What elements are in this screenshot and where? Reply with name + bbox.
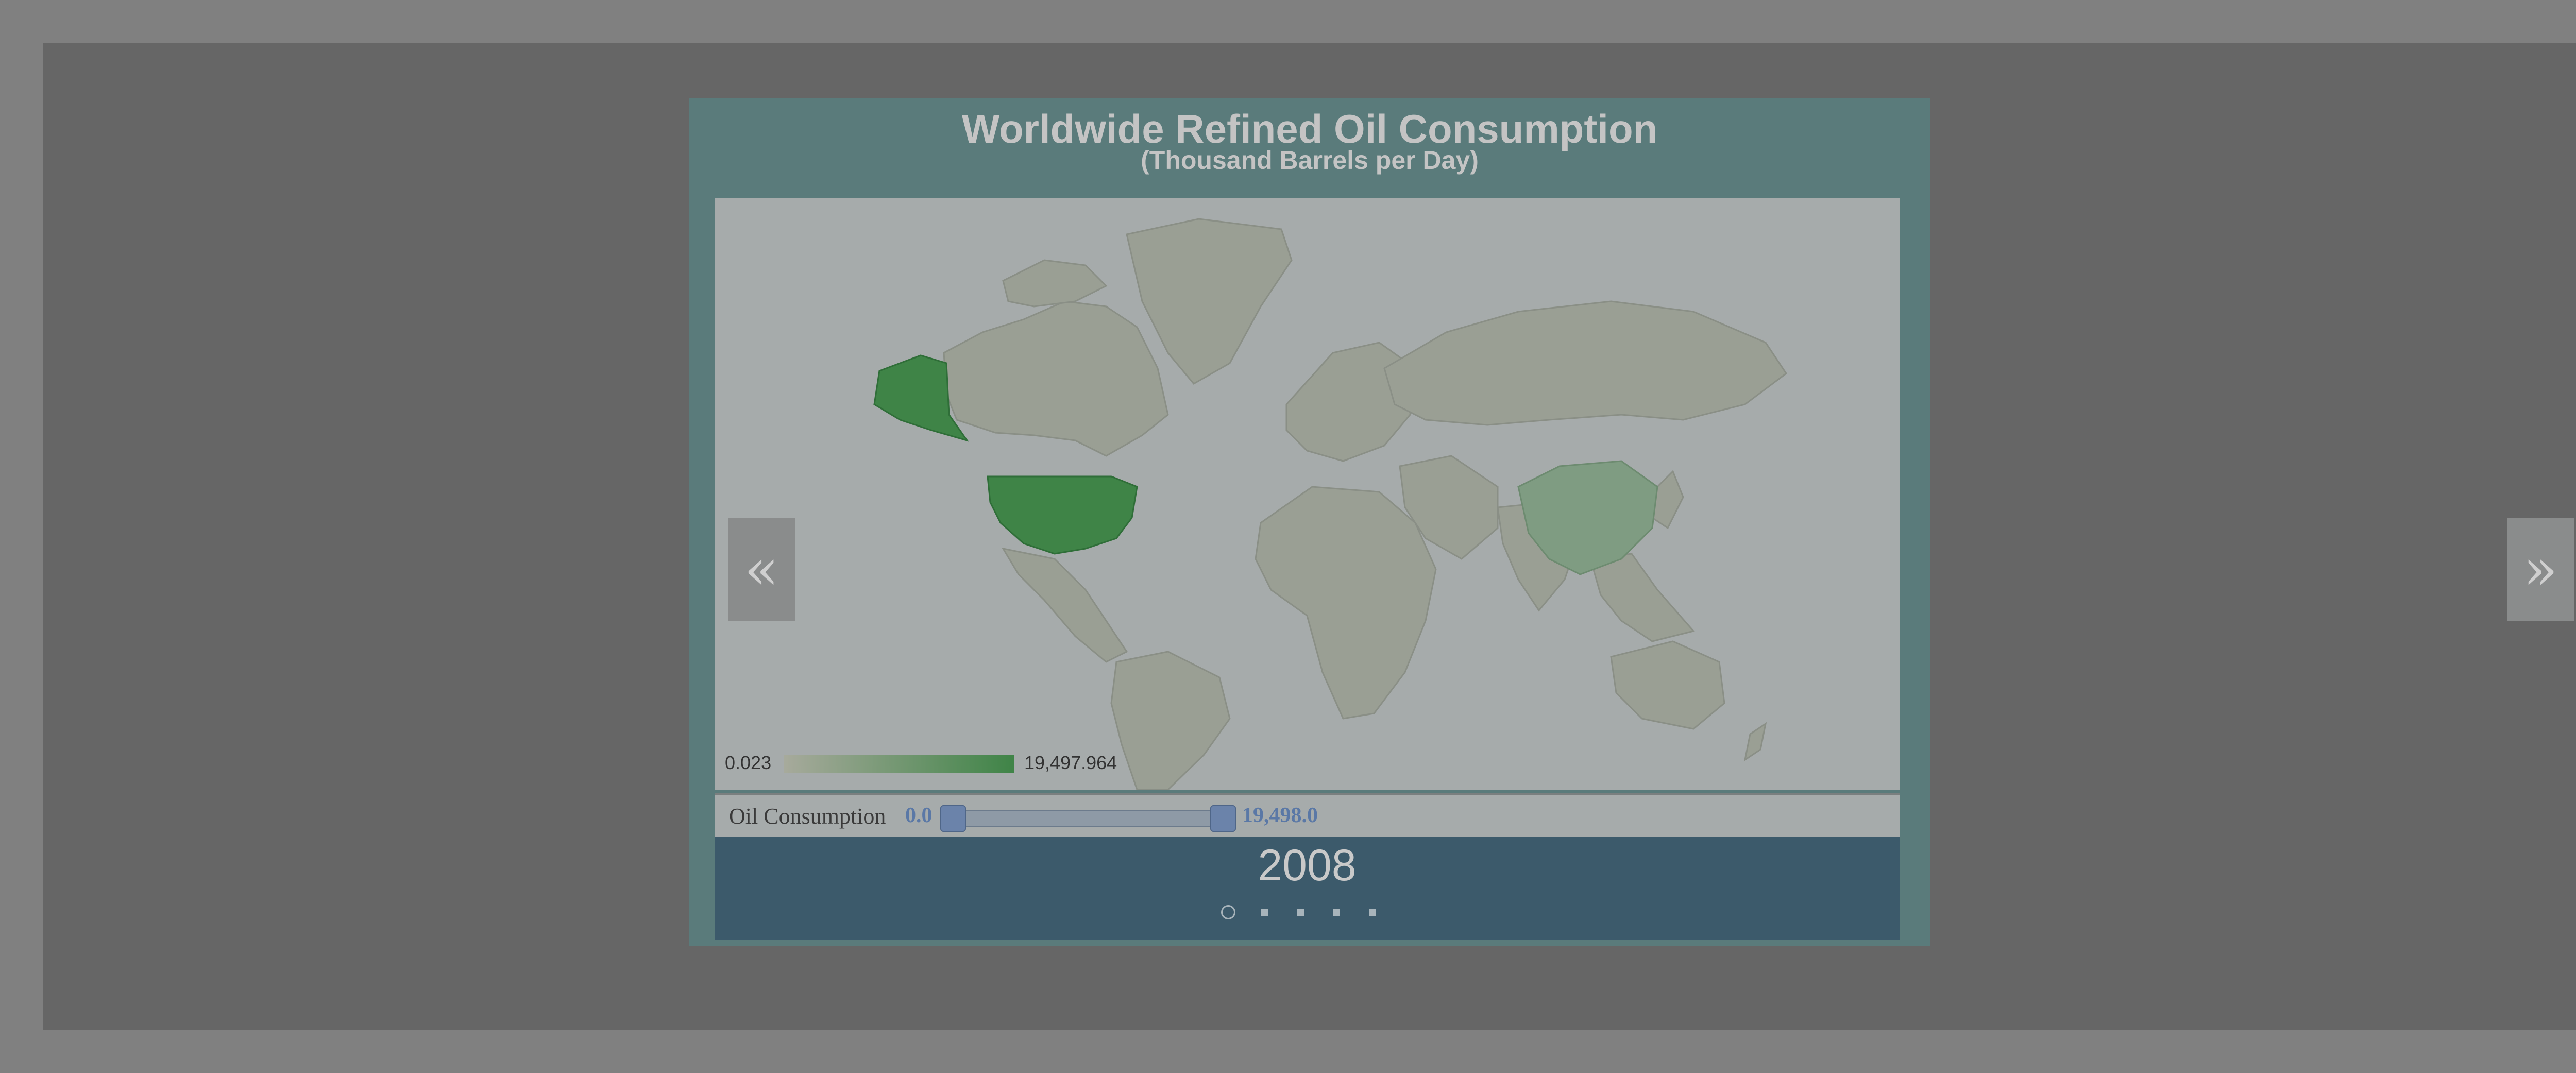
chart-title: Worldwide Refined Oil Consumption xyxy=(961,106,1658,151)
region-arctic-islands xyxy=(1002,259,1108,308)
region-middle-east xyxy=(1399,455,1499,560)
region-europe xyxy=(1285,342,1416,462)
region-japan xyxy=(1651,470,1684,530)
legend-max-label: 19,497.964 xyxy=(1024,752,1117,773)
region-africa xyxy=(1255,486,1437,720)
filter-max-value: 19,498.0 xyxy=(1242,804,1318,827)
timeline-step-dot[interactable] xyxy=(1221,905,1235,919)
filter-label: Oil Consumption xyxy=(729,804,886,829)
timeline-step-dot[interactable] xyxy=(1369,909,1376,916)
region-alaska[interactable] xyxy=(873,354,969,442)
timeline-step-dot[interactable] xyxy=(1333,909,1340,916)
region-southeast-asia xyxy=(1589,553,1695,642)
map-card: Worldwide Refined Oil Consumption (Thous… xyxy=(689,98,2574,946)
timeline-step-dot[interactable] xyxy=(1261,909,1268,916)
region-canada xyxy=(943,300,1169,457)
range-slider-min-handle[interactable] xyxy=(940,805,966,832)
world-map-panel xyxy=(715,198,1900,790)
legend-color-scale xyxy=(784,755,1014,773)
chart-subtitle: (Thousand Barrels per Day) xyxy=(1141,146,1479,175)
next-year-button[interactable]: » xyxy=(2507,518,2574,621)
current-year: 2008 xyxy=(1258,841,1357,890)
region-russia xyxy=(1383,300,1788,426)
filter-min-value: 0.0 xyxy=(905,804,933,827)
region-china[interactable] xyxy=(1517,460,1658,575)
world-map xyxy=(873,218,1788,790)
range-slider-track[interactable] xyxy=(941,810,1232,827)
region-central-america xyxy=(1001,547,1128,663)
timeline-step-dot[interactable] xyxy=(1297,909,1304,916)
region-australia xyxy=(1610,640,1725,730)
region-south-america xyxy=(1110,651,1231,790)
oil-consumption-filter: Oil Consumption 0.0 19,498.0 xyxy=(715,793,1900,837)
previous-year-button[interactable]: « xyxy=(728,518,795,621)
region-new-zealand xyxy=(1743,722,1767,762)
legend-min-label: 0.023 xyxy=(725,752,772,773)
timeline-panel: 2008 xyxy=(715,837,1900,940)
range-slider-max-handle[interactable] xyxy=(1210,805,1236,832)
region-greenland xyxy=(1126,218,1293,385)
region-united-states[interactable] xyxy=(987,475,1138,555)
